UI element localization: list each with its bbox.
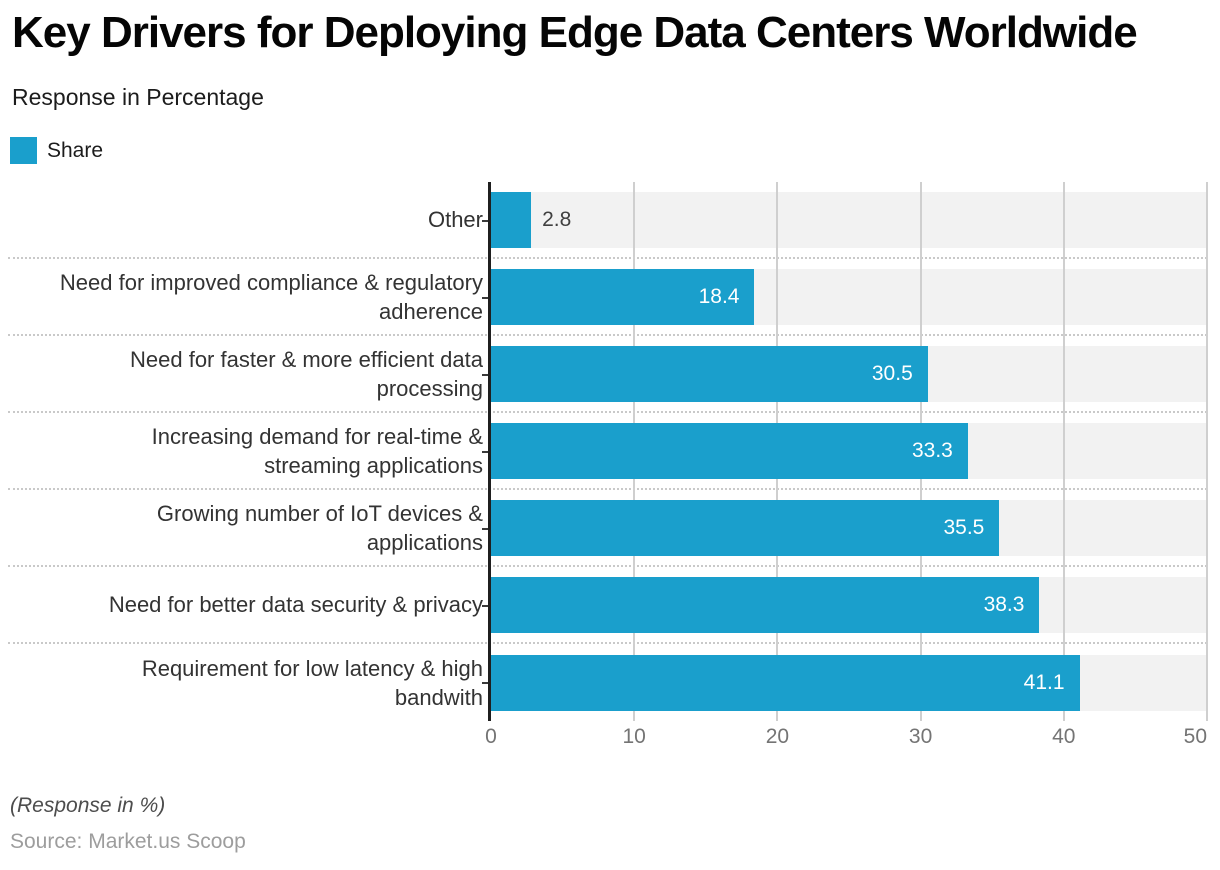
bar-value-label: 30.5 [871, 361, 913, 385]
bar-value-label: 18.4 [698, 284, 740, 308]
chart-row: Increasing demand for real-time & stream… [8, 413, 1207, 490]
legend-label: Share [47, 138, 104, 162]
chart-row: Growing number of IoT devices & applicat… [8, 490, 1207, 567]
bar-value-label: 41.1 [1023, 670, 1065, 694]
bar-value-label: 38.3 [983, 592, 1025, 616]
chart-row: Need for faster & more efficient data pr… [8, 336, 1207, 413]
chart-row: Requirement for low latency & high bandw… [8, 644, 1207, 721]
bar-1[interactable]: 2.8 [491, 191, 571, 248]
chart-rows: Other 2.8 Need for improved compliance & r… [8, 182, 1207, 721]
chart-row: Need for better data security & privacy 3… [8, 567, 1207, 644]
x-tick-label: 0 [485, 725, 497, 748]
bar-3[interactable]: 30.5 [491, 345, 928, 402]
bar-value-label: 33.3 [911, 438, 953, 462]
row-plot: 30.5 [491, 336, 1207, 411]
footer-note: (Response in %) [10, 794, 166, 817]
row-plot: 2.8 [491, 182, 1207, 257]
category-label: Growing number of IoT devices & applicat… [156, 500, 483, 555]
bar-4[interactable]: 33.3 [491, 422, 968, 479]
category-label: Requirement for low latency & high bandw… [141, 655, 483, 710]
bar-chart: Other 2.8 Need for improved compliance & r… [8, 182, 1208, 748]
bar-value-label: 35.5 [943, 515, 985, 539]
chart-row: Need for improved compliance & regulator… [8, 259, 1207, 336]
bar-6[interactable]: 38.3 [491, 576, 1040, 633]
x-tick-label: 30 [908, 725, 933, 748]
row-plot: 35.5 [491, 490, 1207, 565]
x-tick-label: 40 [1052, 725, 1076, 748]
x-tick-label: 10 [622, 725, 646, 748]
category-label: Increasing demand for real-time & stream… [151, 423, 483, 478]
bar-5[interactable]: 35.5 [491, 499, 1000, 556]
row-plot: 38.3 [491, 567, 1207, 642]
chart-subtitle: Response in Percentage [12, 84, 264, 110]
bar-track [491, 191, 1207, 248]
x-tick-label: 20 [765, 725, 790, 748]
category-label: Need for better data security & privacy [108, 592, 483, 617]
row-plot: 41.1 [491, 644, 1207, 721]
chart-title: Key Drivers for Deploying Edge Data Cent… [12, 8, 1138, 57]
bar-2[interactable]: 18.4 [491, 268, 755, 325]
row-plot: 33.3 [491, 413, 1207, 488]
bar-value-label: 2.8 [542, 207, 572, 231]
bar-7[interactable]: 41.1 [491, 654, 1080, 711]
footer-source: Source: Market.us Scoop [10, 830, 246, 853]
chart-row: Other 2.8 [8, 182, 1207, 259]
category-label: Need for improved compliance & regulator… [59, 269, 483, 324]
category-label: Need for faster & more efficient data pr… [130, 346, 483, 401]
legend-item-share[interactable]: Share [10, 137, 103, 164]
legend-swatch-icon [10, 137, 37, 164]
category-label: Other [427, 207, 483, 232]
x-axis: 0 10 20 30 40 50 [485, 725, 1207, 753]
x-tick-label: 50 [1183, 725, 1207, 748]
row-plot: 18.4 [491, 259, 1207, 334]
